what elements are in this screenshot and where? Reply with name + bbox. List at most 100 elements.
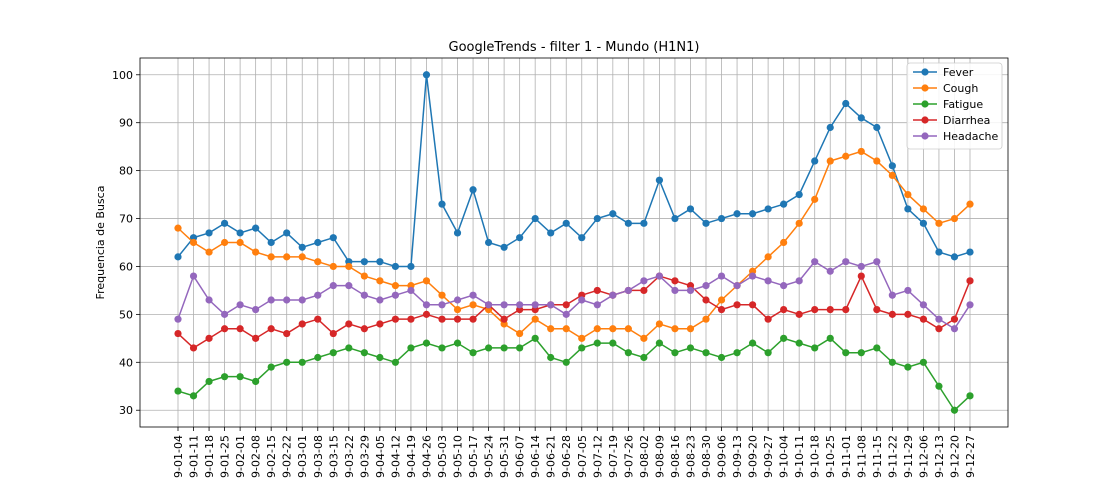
legend-item-fever: Fever [913, 66, 974, 79]
x-tick-label: 9-03-22 [343, 435, 356, 478]
data-point-fever [267, 238, 275, 247]
data-point-headache [873, 258, 881, 266]
data-point-fever [547, 229, 555, 237]
series-diarrhea [174, 272, 974, 352]
x-tick-label: 9-03-01 [296, 435, 309, 478]
x-tick-label: 9-04-05 [374, 435, 387, 478]
legend-swatch-marker [921, 116, 929, 124]
data-point-cough [624, 325, 632, 333]
data-point-headache [966, 301, 974, 309]
data-point-diarrhea [780, 305, 788, 314]
data-point-headache [236, 301, 244, 309]
data-point-headache [593, 301, 601, 309]
data-point-diarrhea [888, 310, 896, 318]
data-point-fatigue [873, 344, 881, 352]
data-point-headache [795, 277, 803, 285]
data-point-fatigue [174, 387, 182, 395]
legend-item-diarrhea: Diarrhea [913, 114, 990, 127]
data-point-fever [314, 238, 322, 247]
data-point-headache [189, 272, 198, 280]
data-point-fever [438, 200, 446, 208]
data-point-cough [562, 325, 570, 333]
data-point-fever [329, 234, 337, 242]
legend-label: Headache [943, 130, 999, 143]
data-point-fatigue [314, 353, 322, 362]
x-tick-label: 9-07-12 [591, 435, 604, 478]
data-point-fatigue [516, 344, 524, 352]
data-point-fatigue [391, 358, 400, 366]
data-point-fever [174, 253, 182, 261]
data-point-fever [422, 71, 431, 79]
data-point-cough [671, 325, 679, 333]
data-point-headache [438, 301, 446, 309]
data-point-fatigue [717, 353, 726, 362]
data-point-cough [267, 253, 275, 261]
data-point-fever [826, 123, 834, 132]
data-point-diarrhea [593, 286, 601, 295]
data-point-headache [748, 272, 757, 280]
data-point-fatigue [267, 363, 275, 371]
data-point-cough [236, 238, 244, 247]
data-point-headache [640, 277, 648, 285]
data-point-headache [671, 286, 679, 295]
x-tick-label: 9-09-27 [762, 435, 775, 478]
data-point-fever [283, 229, 291, 237]
data-point-cough [376, 277, 384, 285]
data-point-fever [407, 262, 415, 271]
data-point-fever [453, 229, 462, 237]
data-point-cough [298, 253, 306, 261]
data-point-fatigue [360, 349, 368, 357]
data-point-fever [842, 99, 850, 108]
data-point-fever [655, 176, 664, 184]
plot-frame [139, 57, 1009, 428]
data-point-diarrhea [764, 315, 772, 323]
data-point-diarrhea [935, 325, 943, 333]
data-point-fatigue [562, 358, 570, 366]
x-tick-label: 9-05-24 [483, 435, 496, 478]
data-point-fever [764, 205, 772, 213]
data-point-cough [655, 320, 664, 328]
data-point-fatigue [702, 349, 710, 357]
data-point-fever [220, 219, 229, 227]
legend-item-headache: Headache [913, 130, 999, 143]
data-point-cough [919, 205, 928, 213]
x-tick-label: 9-10-04 [778, 435, 791, 478]
data-point-headache [391, 291, 400, 299]
data-point-fatigue [578, 344, 586, 352]
data-point-headache [422, 301, 431, 309]
data-point-cough [795, 219, 803, 227]
x-tick-label: 9-02-08 [250, 435, 263, 478]
x-tick-label: 9-10-18 [809, 435, 822, 478]
series-line-fatigue [177, 337, 971, 412]
x-tick-label: 9-08-23 [684, 435, 697, 478]
x-tick-label: 9-04-12 [389, 435, 402, 478]
x-tick-label: 9-01-25 [219, 435, 232, 478]
x-tick-label: 9-12-20 [948, 435, 961, 478]
legend-label: Cough [943, 82, 978, 95]
legend-label: Fever [943, 66, 974, 79]
y-tick-label: 70 [119, 213, 133, 226]
data-point-fatigue [531, 334, 539, 342]
data-point-cough [252, 248, 260, 256]
data-point-fatigue [733, 349, 741, 357]
data-point-cough [391, 282, 400, 290]
data-point-fatigue [888, 358, 896, 366]
data-point-fever [205, 229, 213, 237]
data-point-headache [624, 286, 632, 295]
data-point-cough [220, 238, 229, 247]
legend-label: Diarrhea [943, 114, 990, 127]
data-point-fatigue [500, 344, 508, 352]
data-point-diarrhea [733, 301, 741, 309]
data-point-headache [811, 258, 819, 266]
data-point-cough [935, 219, 943, 227]
data-point-headache [717, 272, 726, 280]
x-tick-label: 9-04-19 [405, 435, 418, 478]
data-point-fatigue [919, 358, 928, 366]
data-point-headache [547, 301, 555, 309]
data-point-diarrhea [562, 301, 570, 309]
data-point-fatigue [671, 349, 679, 357]
data-point-diarrhea [919, 315, 928, 323]
legend-item-fatigue: Fatigue [913, 98, 983, 111]
data-point-fatigue [935, 382, 943, 390]
data-point-fever [686, 205, 695, 213]
